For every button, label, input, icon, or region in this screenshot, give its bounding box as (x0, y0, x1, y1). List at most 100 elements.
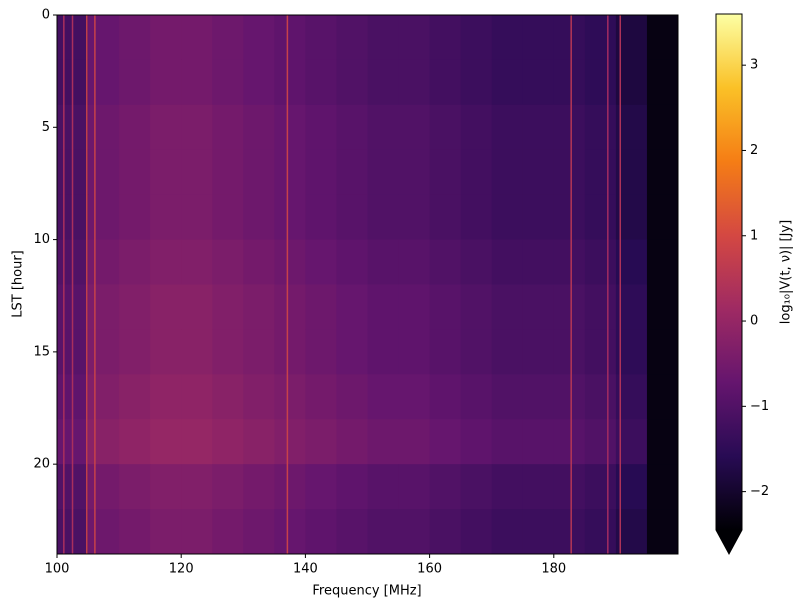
heatmap-cell (243, 15, 275, 61)
colorbar-tick-label: 3 (750, 58, 758, 73)
heatmap-cell (274, 374, 306, 420)
heatmap-cell (460, 15, 493, 61)
heatmap-cell (274, 509, 306, 555)
heatmap-cell (584, 509, 617, 555)
heatmap-cell (274, 15, 306, 61)
heatmap-cell (212, 104, 244, 151)
heatmap-cell (460, 464, 493, 510)
colorbar-tick-label: 1 (750, 228, 758, 243)
heatmap-cell (460, 329, 493, 375)
heatmap-cell (181, 329, 213, 375)
heatmap-cell (367, 15, 400, 61)
heatmap-cell (429, 419, 462, 465)
heatmap-cell (522, 374, 555, 420)
heatmap-cell (243, 464, 275, 510)
plot-frame (56, 14, 679, 555)
heatmap-cell (584, 15, 617, 61)
heatmap-cell (367, 509, 400, 555)
heatmap-cell (243, 59, 275, 106)
heatmap-cell (522, 15, 555, 61)
heatmap-cell (429, 374, 462, 420)
heatmap-cell (305, 464, 337, 510)
heatmap-cell (336, 509, 368, 555)
heatmap-cell (429, 194, 462, 241)
heatmap-cell (615, 329, 648, 375)
heatmap-cell (305, 374, 337, 420)
heatmap-cell (398, 284, 431, 330)
heatmap-cell (491, 284, 524, 330)
heatmap-cell (243, 419, 275, 465)
heatmap-cell (367, 59, 400, 106)
heatmap-cell (491, 464, 524, 510)
heatmap-cell (553, 149, 586, 196)
heatmap-cell (88, 509, 120, 555)
heatmap-cell (305, 104, 337, 151)
heatmap-cell (150, 59, 182, 106)
heatmap-cell (305, 509, 337, 555)
heatmap-cell (274, 149, 306, 196)
heatmap-cell (646, 374, 679, 420)
heatmap-cell (522, 464, 555, 510)
heatmap-cell (274, 239, 306, 285)
colorbar-label: log₁₀|V(t, ν)| [Jy] (779, 220, 794, 324)
heatmap-cell (584, 59, 617, 106)
heatmap-cell (305, 419, 337, 465)
heatmap-cell (646, 329, 679, 375)
colorbar (716, 14, 742, 530)
heatmap-cell (274, 329, 306, 375)
heatmap-cell (460, 509, 493, 555)
heatmap-cell (212, 464, 244, 510)
heatmap-cell (398, 464, 431, 510)
heatmap-cell (615, 239, 648, 285)
heatmap-cell (88, 149, 120, 196)
heatmap-cell (88, 329, 120, 375)
heatmap-cell (88, 284, 120, 330)
heatmap-cell (429, 239, 462, 285)
heatmap-cell (615, 149, 648, 196)
heatmap-cell (243, 104, 275, 151)
heatmap-cell (212, 194, 244, 241)
heatmap-cell (367, 464, 400, 510)
heatmap-cell (212, 509, 244, 555)
heatmap-cell (367, 104, 400, 151)
heatmap-cell (212, 15, 244, 61)
y-axis-label: LST [hour] (11, 250, 26, 318)
heatmap-cell (522, 194, 555, 241)
heatmap-cell (305, 149, 337, 196)
heatmap-cell (429, 15, 462, 61)
x-tick-label: 120 (169, 562, 194, 577)
heatmap-cell (615, 464, 648, 510)
heatmap-cell (553, 239, 586, 285)
heatmap-cell (181, 15, 213, 61)
y-tick-label: 20 (33, 457, 50, 472)
heatmap-cell (491, 104, 524, 151)
y-tick-label: 15 (33, 344, 50, 359)
heatmap-cell (615, 59, 648, 106)
heatmap-cell (88, 464, 120, 510)
heatmap-cell (150, 419, 182, 465)
colorbar-extend (716, 530, 742, 554)
heatmap-cell (150, 374, 182, 420)
x-axis-label: Frequency [MHz] (312, 584, 421, 599)
heatmap-cell (181, 194, 213, 241)
heatmap-cell (212, 59, 244, 106)
heatmap-cell (243, 194, 275, 241)
heatmap-cell (336, 104, 368, 151)
heatmap-cell (646, 239, 679, 285)
heatmap-cell (181, 104, 213, 151)
heatmap-cell (398, 15, 431, 61)
heatmap-cell (615, 419, 648, 465)
heatmap-cell (553, 464, 586, 510)
heatmap-cell (615, 284, 648, 330)
heatmap-cell (243, 509, 275, 555)
heatmap-cell (646, 284, 679, 330)
heatmap-cell (522, 284, 555, 330)
heatmap-cell (181, 284, 213, 330)
heatmap-cell (615, 15, 648, 61)
heatmap-cell (491, 419, 524, 465)
heatmap-cell (150, 509, 182, 555)
heatmap-cell (150, 15, 182, 61)
heatmap-cell (212, 419, 244, 465)
heatmap-cell (522, 239, 555, 285)
